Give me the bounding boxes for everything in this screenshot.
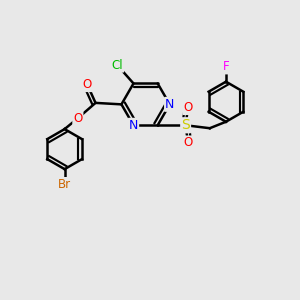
Text: Cl: Cl <box>112 59 123 72</box>
Text: O: O <box>73 112 83 125</box>
Text: S: S <box>181 118 190 132</box>
Text: N: N <box>165 98 174 111</box>
Text: O: O <box>183 101 193 114</box>
Text: F: F <box>223 61 229 74</box>
Text: O: O <box>83 78 92 91</box>
Text: N: N <box>129 119 138 132</box>
Text: Br: Br <box>58 178 71 191</box>
Text: O: O <box>183 136 193 149</box>
